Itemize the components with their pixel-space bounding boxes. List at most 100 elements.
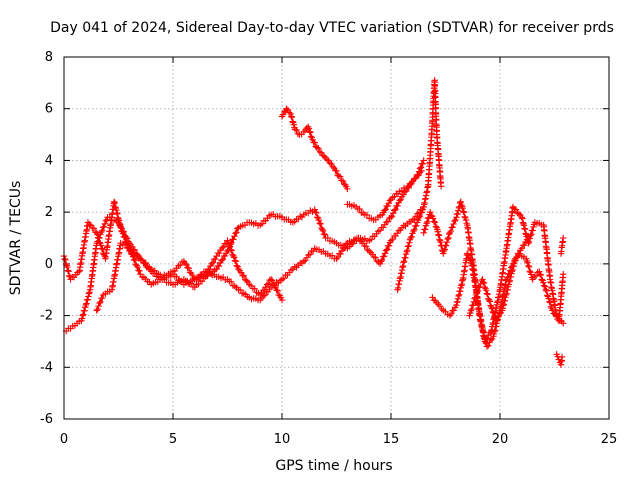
data-point [427, 208, 434, 216]
data-point [540, 282, 548, 289]
data-point [441, 246, 448, 253]
data-point [338, 177, 345, 184]
data-point [85, 290, 93, 297]
data-point [391, 207, 398, 214]
data-point [291, 126, 299, 133]
data-point [305, 251, 312, 259]
data-point [443, 242, 450, 249]
data-point [215, 262, 223, 270]
data-point [329, 163, 337, 171]
data-point [96, 234, 103, 241]
data-point [181, 260, 189, 267]
data-point [94, 238, 101, 245]
data-point [420, 229, 427, 237]
series-track-f [394, 77, 445, 293]
data-point [484, 291, 491, 298]
data-point [97, 298, 104, 306]
data-point [485, 296, 493, 304]
data-point [389, 236, 396, 243]
y-tick-label: -4 [40, 360, 53, 375]
data-point [263, 281, 271, 288]
data-point [445, 230, 453, 238]
data-point [525, 262, 532, 270]
data-point [420, 157, 427, 164]
data-point [429, 215, 437, 222]
data-point [383, 246, 391, 253]
data-point [380, 253, 388, 260]
data-point [549, 307, 556, 314]
data-point [355, 234, 362, 242]
series-track-e [344, 157, 427, 224]
data-point [240, 272, 248, 280]
data-point [410, 227, 417, 235]
data-point [98, 227, 106, 234]
data-point [543, 287, 550, 295]
data-point [65, 268, 72, 275]
data-point [83, 300, 90, 307]
data-point [451, 217, 458, 225]
data-point [230, 252, 237, 260]
data-point [430, 218, 438, 225]
y-axis-label: SDTVAR / TECUs [8, 181, 24, 296]
data-point [326, 159, 334, 167]
data-point [260, 292, 267, 300]
data-point [558, 353, 566, 361]
data-point [457, 198, 464, 205]
data-point [229, 251, 236, 258]
data-point [467, 257, 474, 264]
data-point [127, 246, 134, 253]
data-point [446, 312, 454, 319]
data-point [81, 307, 88, 314]
data-point [315, 216, 323, 224]
data-point [231, 254, 238, 261]
data-point [225, 246, 232, 254]
data-point [319, 227, 327, 235]
data-point [321, 231, 328, 238]
data-point [136, 267, 143, 275]
data-point [381, 207, 388, 214]
data-point [218, 244, 226, 252]
data-point [98, 228, 105, 236]
data-point [560, 320, 567, 327]
data-point [311, 139, 318, 146]
data-point [305, 125, 313, 132]
data-point [560, 271, 567, 278]
data-point [64, 263, 71, 271]
data-point [421, 226, 429, 233]
data-point [513, 253, 520, 261]
x-tick-label: 20 [492, 432, 509, 447]
data-point [183, 261, 190, 268]
data-point [131, 246, 139, 254]
data-point [227, 241, 234, 248]
data-point [362, 243, 370, 250]
data-point [488, 305, 496, 312]
data-point [429, 294, 436, 301]
data-point [453, 214, 460, 221]
data-point [383, 219, 390, 226]
data-point [406, 239, 413, 246]
data-point [414, 171, 422, 178]
data-point [129, 253, 137, 260]
data-point [408, 233, 415, 241]
data-point [290, 121, 298, 128]
data-point [216, 250, 223, 257]
data-point [384, 202, 391, 210]
data-point [465, 253, 473, 261]
x-tick-label: 5 [169, 432, 177, 447]
data-point [493, 316, 501, 323]
data-point [300, 258, 307, 265]
data-point [545, 295, 552, 302]
data-point [538, 276, 545, 283]
data-point [231, 232, 238, 240]
data-point [490, 309, 497, 316]
data-point [481, 284, 488, 291]
data-point [377, 258, 385, 265]
data-point [445, 234, 452, 242]
data-point [388, 212, 396, 220]
data-point [381, 250, 389, 257]
data-point [273, 286, 280, 294]
data-point [342, 241, 350, 248]
data-point [119, 228, 127, 235]
data-point [280, 108, 288, 116]
data-point [337, 250, 344, 258]
